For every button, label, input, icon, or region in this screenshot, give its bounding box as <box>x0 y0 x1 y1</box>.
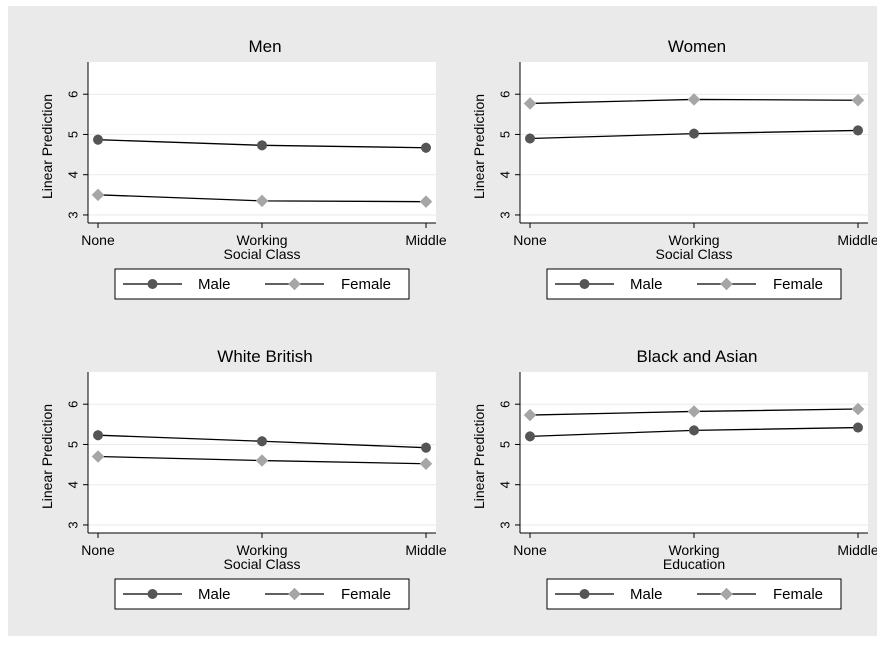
legend-label: Female <box>773 276 823 293</box>
y-tick-label: 4 <box>65 481 80 488</box>
x-tick-label: Middle <box>837 232 877 248</box>
data-point <box>851 402 865 416</box>
data-point <box>687 405 701 418</box>
legend-marker <box>147 279 158 289</box>
plot-area <box>88 372 436 533</box>
x-tick-label: Middle <box>837 542 877 558</box>
x-axis-label: Social Class <box>223 246 300 262</box>
y-tick-label: 5 <box>497 441 512 448</box>
data-point <box>255 194 269 208</box>
y-tick-label: 4 <box>497 171 512 178</box>
chart-panel: Women 3 4 5 6 None Working Middle Social Class Li… <box>471 37 879 300</box>
y-axis-label: Linear Prediction <box>471 404 487 509</box>
chart-title: White British <box>217 347 312 366</box>
data-point <box>257 140 267 151</box>
x-axis-label: Education <box>663 556 725 572</box>
x-tick-label: Middle <box>405 542 446 558</box>
legend-label: Male <box>198 586 231 603</box>
y-tick-label: 6 <box>65 401 80 408</box>
y-tick-label: 6 <box>497 91 512 98</box>
x-tick-label: None <box>81 232 115 248</box>
x-tick-label: Middle <box>405 232 446 248</box>
data-point <box>523 408 537 422</box>
y-tick-label: 3 <box>497 521 512 528</box>
y-tick-label: 6 <box>65 91 80 98</box>
legend-marker <box>720 587 733 601</box>
data-point <box>523 97 537 110</box>
legend-label: Female <box>773 586 823 603</box>
data-point <box>257 436 267 447</box>
y-tick-label: 6 <box>497 401 512 408</box>
data-point <box>687 93 701 106</box>
y-axis-label: Linear Prediction <box>39 94 55 199</box>
legend: Male Female <box>546 268 842 300</box>
legend-marker <box>147 589 158 599</box>
data-point <box>419 457 433 471</box>
y-tick-label: 3 <box>65 211 80 218</box>
legend-marker <box>288 587 301 601</box>
data-point <box>689 425 699 436</box>
legend-marker <box>720 277 733 291</box>
data-point <box>91 450 105 463</box>
chart-title: Black and Asian <box>637 347 758 366</box>
data-point <box>853 125 863 136</box>
x-tick-label: Working <box>668 542 719 558</box>
legend-marker <box>288 277 301 291</box>
y-tick-label: 4 <box>497 481 512 488</box>
data-point <box>93 134 103 145</box>
y-tick-label: 4 <box>65 171 80 178</box>
y-axis-label: Linear Prediction <box>471 94 487 199</box>
chart-title: Men <box>248 37 281 56</box>
x-axis-label: Social Class <box>655 246 732 262</box>
legend: Male Female <box>546 578 842 610</box>
data-point <box>851 93 865 107</box>
y-tick-label: 5 <box>497 131 512 138</box>
data-point <box>421 142 431 153</box>
x-tick-label: None <box>81 542 115 558</box>
x-tick-label: None <box>513 232 547 248</box>
legend-marker <box>579 589 590 599</box>
chart-panel: Black and Asian 3 4 5 6 None Working Middle Educ… <box>471 347 879 610</box>
data-point <box>421 442 431 453</box>
data-point <box>93 430 103 441</box>
legend-label: Male <box>630 586 663 603</box>
chart-panel: Men 3 4 5 6 None Working Middle Social Class Line… <box>39 37 447 300</box>
x-axis-label: Social Class <box>223 556 300 572</box>
data-point <box>525 431 535 442</box>
plot-area <box>520 62 868 223</box>
data-point <box>419 195 433 209</box>
chart-title: Women <box>668 37 726 56</box>
data-point <box>525 133 535 144</box>
y-tick-label: 3 <box>497 211 512 218</box>
chart-svg: Men 3 4 5 6 None Working Middle Social Class Line… <box>8 6 879 636</box>
y-axis-label: Linear Prediction <box>39 404 55 509</box>
legend-marker <box>579 279 590 289</box>
y-tick-label: 5 <box>65 131 80 138</box>
legend-label: Male <box>198 276 231 293</box>
data-point <box>91 188 105 202</box>
data-point <box>255 454 269 467</box>
y-tick-label: 5 <box>65 441 80 448</box>
x-tick-label: Working <box>236 232 287 248</box>
data-point <box>689 128 699 139</box>
legend-label: Male <box>630 276 663 293</box>
y-tick-label: 3 <box>65 521 80 528</box>
chart-panel: White British 3 4 5 6 None Working Middle Social… <box>39 347 447 610</box>
legend-label: Female <box>341 586 391 603</box>
legend-label: Female <box>341 276 391 293</box>
data-point <box>853 422 863 433</box>
x-tick-label: Working <box>236 542 287 558</box>
x-tick-label: None <box>513 542 547 558</box>
x-tick-label: Working <box>668 232 719 248</box>
plot-area <box>520 372 868 533</box>
legend: Male Female <box>114 578 410 610</box>
chart-figure: Men 3 4 5 6 None Working Middle Social Class Line… <box>8 6 879 636</box>
legend: Male Female <box>114 268 410 300</box>
